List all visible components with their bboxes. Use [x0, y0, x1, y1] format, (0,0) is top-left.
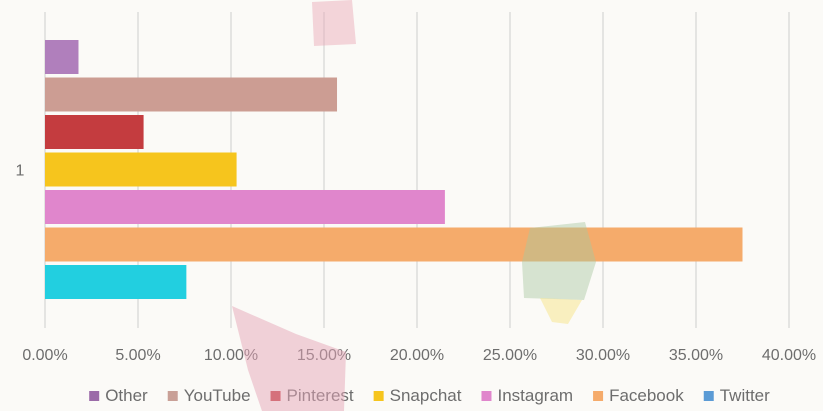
bar-youtube — [45, 77, 338, 112]
x-tick-label-3: 15.00% — [297, 347, 351, 364]
legend-swatch-twitter — [703, 391, 714, 401]
legend-label-twitter: Twitter — [720, 386, 770, 405]
x-tick-label-2: 10.00% — [204, 347, 258, 364]
y-axis-categories: 1 — [16, 163, 25, 180]
x-tick-label-1: 5.00% — [115, 347, 160, 364]
bars — [45, 40, 743, 299]
legend-swatch-pinterest — [270, 391, 281, 401]
legend-label-snapchat: Snapchat — [390, 386, 462, 405]
x-tick-label-8: 40.00% — [762, 347, 816, 364]
legend-swatch-other — [89, 391, 100, 401]
legend-label-pinterest: Pinterest — [287, 386, 354, 405]
x-tick-label-5: 25.00% — [483, 347, 537, 364]
legend-swatch-facebook — [593, 391, 604, 401]
legend-label-youtube: YouTube — [184, 386, 251, 405]
legend-swatch-snapchat — [373, 391, 384, 401]
x-tick-label-7: 35.00% — [669, 347, 723, 364]
x-tick-label-0: 0.00% — [22, 347, 67, 364]
bar-facebook — [45, 227, 743, 262]
legend-label-facebook: Facebook — [609, 386, 684, 405]
legend-swatch-youtube — [167, 391, 178, 401]
bar-twitter — [45, 265, 187, 299]
pink-overlay-top — [312, 0, 356, 46]
bar-snapchat — [45, 152, 237, 187]
yellow-overlay-right — [540, 298, 582, 324]
x-axis-ticks: 0.00% 5.00% 10.00% 15.00% 20.00% 25.00% 30.00%… — [22, 347, 816, 364]
legend: Other YouTube Pinterest Snapchat Instagram Fa… — [89, 386, 770, 405]
legend-swatch-instagram — [481, 391, 492, 401]
y-category-label: 1 — [16, 163, 25, 180]
x-tick-label-6: 30.00% — [576, 347, 630, 364]
legend-label-other: Other — [105, 386, 148, 405]
bar-other — [45, 40, 79, 74]
x-tick-label-4: 20.00% — [390, 347, 444, 364]
bar-instagram — [45, 190, 445, 224]
legend-label-instagram: Instagram — [497, 386, 573, 405]
bar-pinterest — [45, 115, 144, 149]
gridlines — [44, 12, 790, 328]
